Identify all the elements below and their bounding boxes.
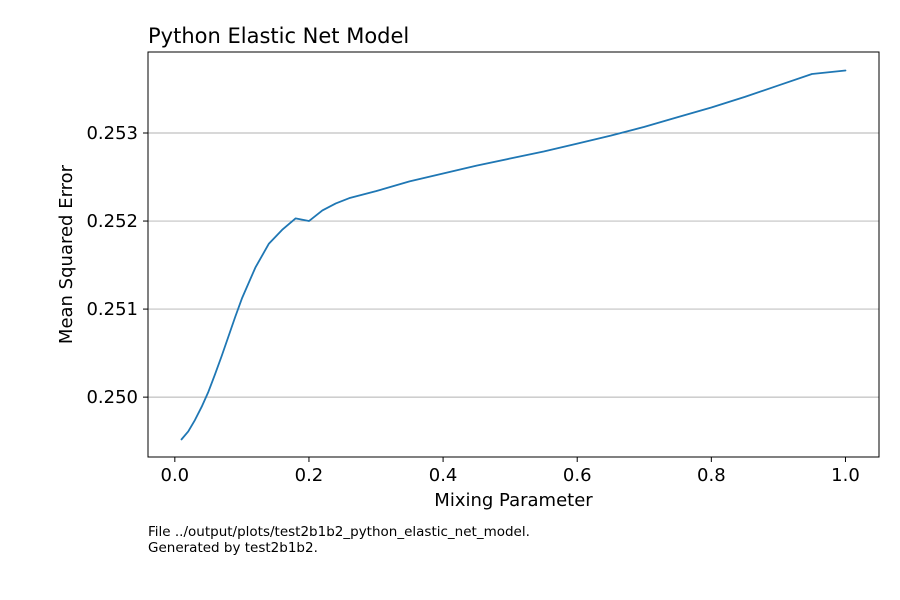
x-axis-label: Mixing Parameter <box>434 490 593 511</box>
x-tick-label: 0.4 <box>429 465 458 486</box>
series-line <box>180 69 847 441</box>
plot-area-frame <box>147 51 880 458</box>
y-axis-label: Mean Squared Error <box>56 164 77 344</box>
x-tick-label: 0.2 <box>295 465 324 486</box>
y-tick-label: 0.252 <box>86 211 138 232</box>
figure-caption: File ../output/plots/test2b1b2_python_el… <box>148 524 530 556</box>
x-axis: 0.0 0.2 0.4 0.6 0.8 1.0 <box>161 457 860 486</box>
y-tick-label: 0.251 <box>86 299 138 320</box>
chart-title: Python Elastic Net Model <box>148 24 409 48</box>
x-tick-label: 0.6 <box>563 465 592 486</box>
y-tick-label: 0.250 <box>86 387 138 408</box>
x-tick-label: 0.8 <box>697 465 726 486</box>
y-tick-label: 0.253 <box>86 123 138 144</box>
y-axis: 0.250 0.251 0.252 0.253 <box>86 123 148 408</box>
x-tick-label: 1.0 <box>831 465 860 486</box>
y-gridlines <box>148 132 879 398</box>
x-tick-label: 0.0 <box>161 465 190 486</box>
caption-generated-by: Generated by test2b1b2. <box>148 540 318 556</box>
caption-file-path: File ../output/plots/test2b1b2_python_el… <box>148 524 530 540</box>
